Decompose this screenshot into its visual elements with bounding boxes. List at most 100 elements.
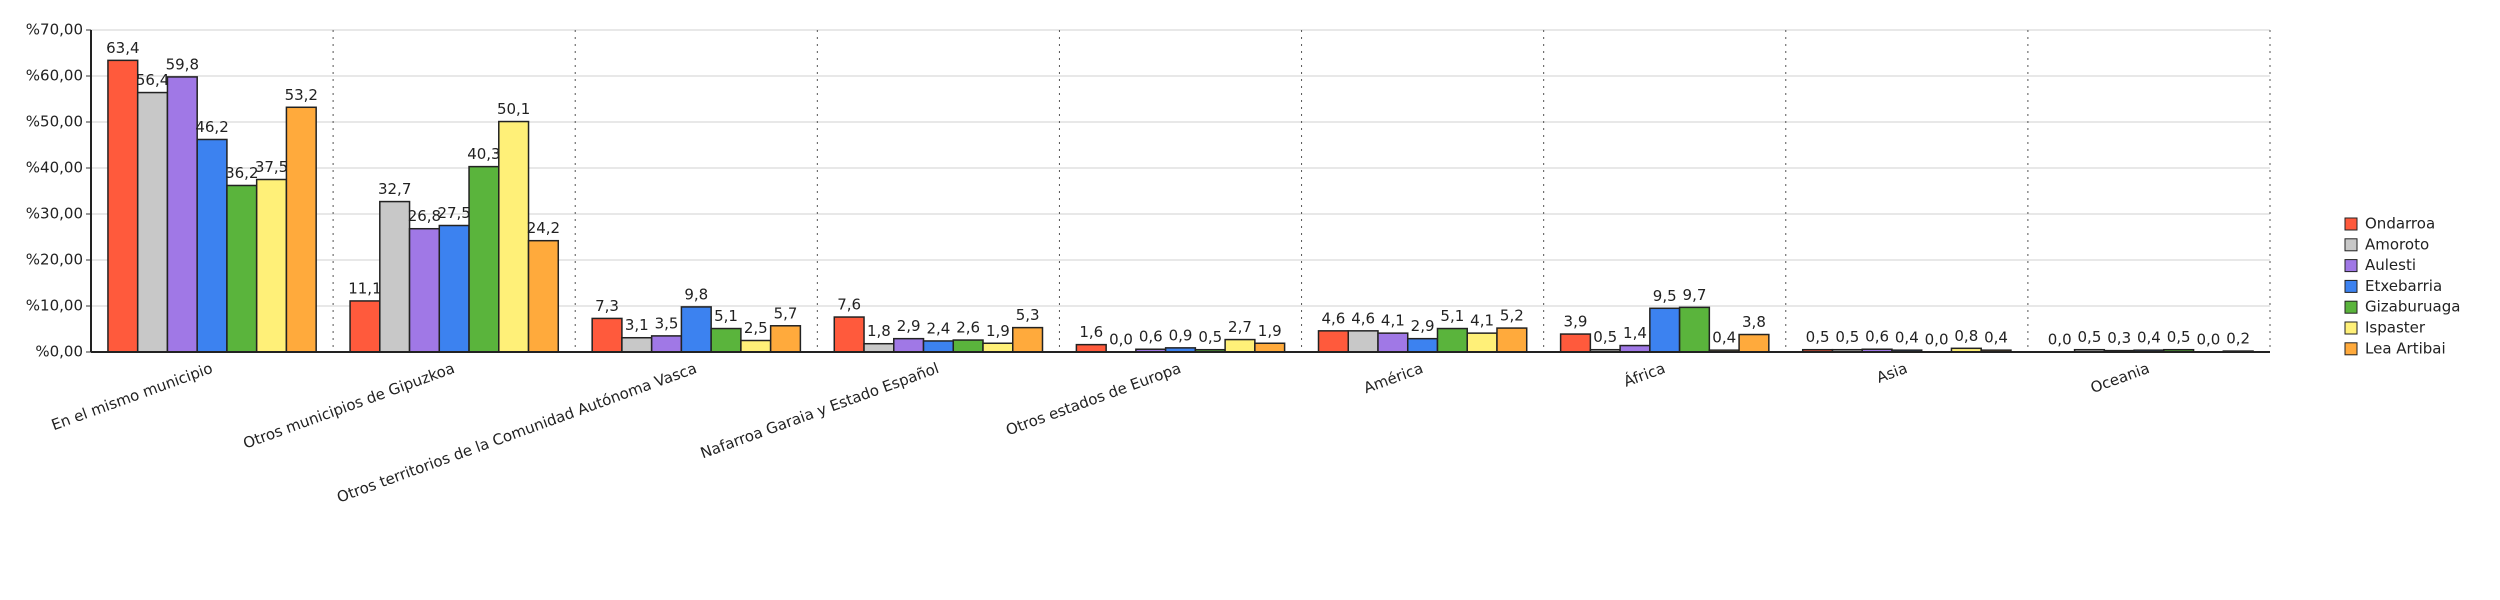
value-label: 40,3 (467, 145, 500, 163)
value-label: 0,4 (1895, 329, 1919, 347)
value-label: 2,6 (956, 319, 980, 337)
x-tick-label: América (1361, 359, 1425, 397)
value-label: 24,2 (527, 219, 560, 237)
legend-swatch (2344, 300, 2358, 314)
bar (1559, 333, 1592, 353)
bar (922, 340, 955, 353)
bar (438, 224, 470, 353)
bar (1347, 330, 1379, 353)
value-label: 5,1 (1440, 307, 1464, 325)
value-label: 0,5 (2078, 328, 2102, 346)
bar (1406, 337, 1439, 353)
value-label: 1,6 (1079, 323, 1103, 341)
value-label: 32,7 (378, 180, 411, 198)
bar (1678, 306, 1711, 353)
bar (379, 200, 411, 353)
bar (166, 76, 198, 353)
x-tick-label: Otros municipios de Gipuzkoa (241, 359, 457, 452)
value-label: 0,9 (1169, 326, 1193, 344)
value-label: 63,4 (106, 39, 139, 57)
value-label: 56,4 (136, 71, 169, 89)
bar (1496, 327, 1528, 353)
value-label: 0,0 (2197, 331, 2221, 349)
value-label: 0,3 (2107, 329, 2131, 347)
value-label: 0,4 (1712, 329, 1736, 347)
value-label: 27,5 (437, 204, 470, 222)
value-label: 4,6 (1321, 309, 1345, 327)
value-label: 7,6 (837, 296, 861, 314)
y-tick-label: %50,00 (26, 113, 83, 131)
legend-label: Lea Artibai (2365, 339, 2446, 357)
value-label: 59,8 (166, 55, 199, 73)
value-label: 0,5 (1593, 328, 1617, 346)
value-label: 2,4 (926, 319, 950, 337)
value-label: 0,2 (2226, 330, 2250, 348)
x-tick-label: Asia (1874, 359, 1910, 387)
bar (740, 339, 772, 353)
value-label: 4,1 (1381, 312, 1405, 330)
bar (349, 300, 381, 353)
y-tick-label: %60,00 (26, 67, 83, 85)
value-label: 4,6 (1351, 309, 1375, 327)
legend-swatch (2344, 238, 2358, 252)
value-label: 5,7 (774, 304, 798, 322)
value-label: 9,8 (684, 285, 708, 303)
legend-swatch (2344, 279, 2358, 293)
bar (1012, 326, 1044, 353)
bar (833, 316, 865, 353)
value-label: 1,8 (867, 322, 891, 340)
value-label: 1,9 (986, 322, 1010, 340)
value-label: 0,6 (1139, 328, 1163, 346)
bar (285, 106, 317, 353)
value-label: 36,2 (225, 164, 258, 182)
x-tick-label: Nafarroa Garaia y Estado Español (698, 359, 941, 462)
legend-label: Aulesti (2365, 256, 2416, 274)
value-label: 11,1 (348, 279, 381, 297)
y-tick-label: %70,00 (26, 21, 83, 39)
bar (107, 59, 139, 353)
x-tick-label: África (1621, 358, 1668, 390)
value-label: 0,4 (1984, 329, 2008, 347)
x-tick-label: Oceania (2088, 359, 2152, 397)
value-label: 0,0 (1109, 331, 1133, 349)
legend-swatch (2344, 259, 2358, 273)
value-label: 4,1 (1470, 312, 1494, 330)
value-label: 0,4 (2137, 329, 2161, 347)
value-label: 53,2 (285, 86, 318, 104)
bar (226, 184, 258, 353)
y-tick-label: %40,00 (26, 159, 83, 177)
bar (1738, 333, 1770, 353)
bar (650, 335, 683, 353)
bar (1466, 332, 1498, 353)
legend-swatch (2344, 321, 2358, 335)
bar (408, 227, 441, 353)
value-label: 9,5 (1653, 287, 1677, 305)
bar (982, 342, 1014, 353)
bar (769, 325, 802, 353)
bar (1317, 330, 1349, 353)
legend-label: Etxebarria (2365, 277, 2442, 295)
bar (527, 239, 560, 353)
value-label: 0,6 (1865, 328, 1889, 346)
value-label: 0,0 (1925, 331, 1949, 349)
value-label: 1,9 (1258, 322, 1282, 340)
value-label: 0,0 (2048, 331, 2072, 349)
legend-swatch (2344, 217, 2358, 231)
bar (468, 165, 500, 353)
bar (621, 336, 653, 353)
y-tick-label: %0,00 (35, 343, 83, 361)
value-label: 0,8 (1954, 327, 1978, 345)
bar (255, 178, 288, 353)
value-label: 1,4 (1623, 324, 1647, 342)
value-label: 3,1 (625, 316, 649, 334)
value-label: 2,7 (1228, 318, 1252, 336)
bar (1649, 307, 1681, 353)
bar (136, 91, 169, 353)
value-label: 2,5 (744, 319, 768, 337)
x-tick-label: Otros estados de Europa (1003, 359, 1183, 439)
bar (863, 342, 895, 353)
bar (1377, 332, 1409, 353)
value-label: 3,9 (1564, 313, 1588, 331)
value-label: 0,5 (2167, 328, 2191, 346)
